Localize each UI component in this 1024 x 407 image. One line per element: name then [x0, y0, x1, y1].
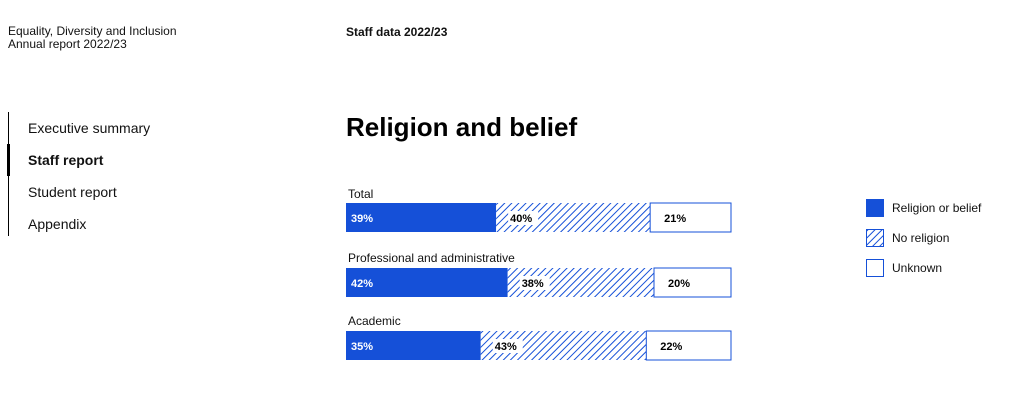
document-title-line2: Annual report 2022/23 — [8, 37, 127, 51]
nav-item-executive-summary[interactable]: Executive summary — [28, 120, 151, 136]
bar-segment — [346, 268, 508, 297]
data-label: 42% — [351, 278, 373, 290]
data-label-background — [508, 211, 539, 225]
legend-item-no-religion: No religion — [866, 229, 981, 259]
bar-segment — [346, 331, 481, 360]
data-label: 20% — [668, 278, 690, 290]
legend-item-unknown: Unknown — [866, 259, 981, 289]
chart-legend: Religion or belief No religion Unknown — [866, 199, 981, 289]
legend-swatch-solid — [866, 199, 884, 217]
side-navigation: Executive summary Staff report Student r… — [6, 112, 151, 236]
data-label: 35% — [351, 341, 373, 353]
bar-segment — [653, 267, 732, 298]
legend-label-unknown: Unknown — [892, 261, 943, 275]
data-label: 39% — [351, 213, 373, 225]
data-label-background — [492, 339, 523, 353]
legend-label-no-religion: No religion — [892, 231, 950, 245]
category-label: Professional and administrative — [348, 251, 515, 265]
bar-segment — [346, 203, 497, 232]
nav-item-appendix[interactable]: Appendix — [28, 216, 87, 232]
category-label: Academic — [348, 314, 401, 328]
category-label: Total — [348, 187, 373, 201]
hatch-swatch-icon — [867, 230, 883, 246]
legend-item-religion: Religion or belief — [866, 199, 981, 229]
data-label: 38% — [522, 278, 544, 290]
legend-label-religion: Religion or belief — [892, 201, 982, 215]
nav-item-student-report[interactable]: Student report — [28, 184, 117, 200]
section-label: Staff data 2022/23 — [346, 25, 448, 39]
page-title: Religion and belief — [346, 112, 578, 142]
data-label: 21% — [664, 213, 686, 225]
legend-swatch-outline — [866, 259, 884, 277]
data-label-background — [519, 276, 550, 290]
document-title-line1: Equality, Diversity and Inclusion — [8, 24, 177, 38]
bar-segment — [645, 330, 732, 361]
bar-segment — [649, 202, 732, 233]
legend-swatch-hatched — [866, 229, 884, 247]
data-label: 22% — [660, 341, 682, 353]
data-label: 43% — [495, 341, 517, 353]
nav-item-staff-report[interactable]: Staff report — [6, 144, 150, 176]
document-title: Equality, Diversity and Inclusion Annual… — [8, 25, 177, 51]
data-label: 40% — [510, 213, 532, 225]
